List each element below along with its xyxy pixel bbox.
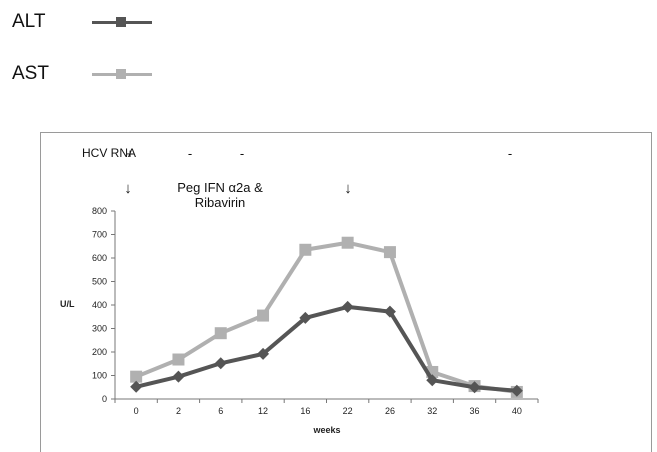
y-tick-label: 300 [92, 324, 107, 334]
data-point-alt [468, 381, 481, 394]
data-point-ast [299, 243, 312, 256]
data-point-alt [172, 370, 185, 383]
legend-alt-marker [116, 17, 126, 27]
data-point-ast [257, 309, 270, 322]
data-point-ast [383, 246, 396, 259]
arrow-down-icon: ↓ [124, 180, 132, 197]
y-tick-label: 200 [92, 347, 107, 357]
legend-alt-swatch [92, 15, 152, 29]
treatment-line-2: Ribavirin [194, 195, 246, 210]
legend-ast-swatch [92, 67, 152, 81]
data-point-alt [214, 357, 227, 370]
data-point-alt [299, 311, 312, 324]
x-tick-label: 0 [134, 406, 139, 416]
treatment-line-1: Peg IFN α2a & [177, 180, 263, 195]
x-tick-label: 32 [427, 406, 437, 416]
legend-ast: AST [12, 60, 152, 88]
hcv-rna-mark-3: - [507, 146, 513, 161]
data-point-ast [214, 327, 227, 340]
y-tick-label: 700 [92, 230, 107, 240]
data-point-ast [341, 236, 354, 249]
y-tick-label: 0 [102, 394, 107, 404]
hcv-rna-label: HCV RNA [82, 146, 137, 160]
y-tick-label: 800 [92, 206, 107, 216]
data-point-ast [130, 370, 143, 383]
data-point-alt [426, 374, 439, 387]
y-tick-label: 100 [92, 371, 107, 381]
x-tick-label: 36 [470, 406, 480, 416]
hcv-rna-mark-1: - [187, 146, 193, 161]
x-tick-label: 40 [512, 406, 522, 416]
arrow-down-icon: ↓ [344, 180, 352, 197]
x-tick-label: 22 [343, 406, 353, 416]
x-tick-label: 16 [300, 406, 310, 416]
data-point-ast [172, 353, 185, 366]
legend-ast-label: AST [12, 63, 49, 84]
x-axis-title: weeks [312, 425, 340, 435]
data-point-alt [257, 347, 270, 360]
data-point-alt [383, 305, 396, 318]
series-line-ast [135, 240, 518, 394]
y-axis-title: U/L [60, 299, 75, 309]
x-tick-label: 12 [258, 406, 268, 416]
treatment-label: Peg IFN α2a & Ribavirin [160, 180, 280, 210]
x-tick-label: 2 [176, 406, 181, 416]
data-point-alt [130, 380, 143, 393]
legend-ast-marker [116, 69, 126, 79]
y-tick-label: 400 [92, 300, 107, 310]
series-line-alt [135, 304, 518, 393]
legend-alt: ALT [12, 8, 152, 36]
legend-alt-label: ALT [12, 11, 46, 32]
data-point-alt [510, 384, 523, 397]
data-point-alt [341, 300, 354, 313]
chart-panel [40, 132, 652, 452]
hcv-rna-mark-2: - [239, 146, 245, 161]
hcv-rna-mark-0: + [126, 146, 134, 161]
y-tick-label: 500 [92, 277, 107, 287]
x-tick-label: 26 [385, 406, 395, 416]
y-tick-label: 600 [92, 253, 107, 263]
x-tick-label: 6 [218, 406, 223, 416]
